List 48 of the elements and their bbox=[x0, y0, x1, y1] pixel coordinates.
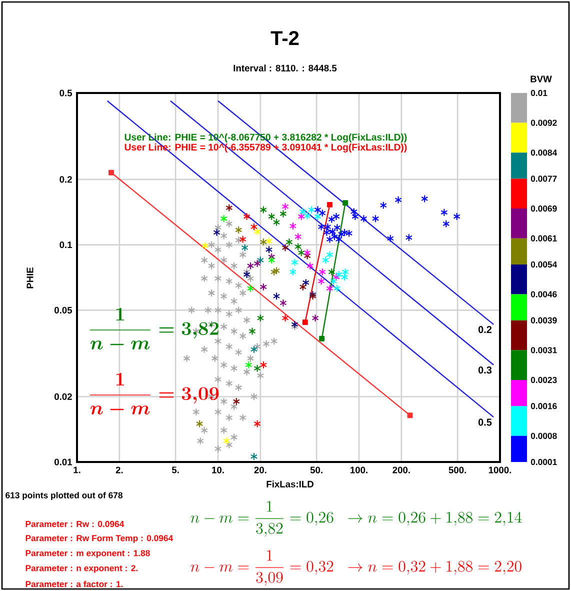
y-tick-label: 0.1 bbox=[60, 242, 72, 248]
text: $n-m=\frac{1}{3{,}82}=0{,}26\;\;\rightarrow n=0{,}26+1{,}88=2{,}14$ bbox=[190, 501, 522, 537]
y-tick-label: 0.02 bbox=[54, 393, 72, 400]
x-tick-label: 1. bbox=[74, 466, 80, 474]
x-axis-title: FixLas:ILD bbox=[266, 480, 314, 488]
color-bar-label: 0.0016 bbox=[530, 403, 557, 410]
text: Parameter : Rw Form Temp : 0.0964 bbox=[26, 535, 174, 543]
y-axis-title: PHIE bbox=[26, 267, 34, 288]
x-tick-label: 500. bbox=[448, 466, 466, 474]
color-bar-label: 0.0092 bbox=[530, 120, 557, 126]
x-tick-label: 5. bbox=[172, 466, 179, 474]
color-bar-label: 0.0069 bbox=[530, 205, 557, 212]
x-tick-label: 1000. bbox=[488, 466, 512, 474]
x-tick-label: 10. bbox=[212, 466, 224, 474]
text: Parameter : a factor : 1. bbox=[26, 580, 123, 588]
text: Parameter : n exponent : 2. bbox=[26, 565, 138, 573]
series-label: 0.2 bbox=[478, 326, 492, 334]
color-bar-label: 0.0054 bbox=[530, 261, 558, 268]
annotation: $\frac{1}{n-m}=3{,}09$ bbox=[90, 372, 219, 414]
color-bar-label: 0.0061 bbox=[530, 235, 557, 242]
series-label: 0.3 bbox=[478, 366, 492, 374]
x-tick-label: 20. bbox=[254, 466, 266, 474]
x-tick-label: 200. bbox=[392, 466, 410, 474]
x-tick-label: 100. bbox=[350, 466, 368, 474]
color-bar-label: 0.01 bbox=[530, 90, 548, 96]
y-tick-label: 0.5 bbox=[60, 90, 72, 96]
color-bar-label: 0.0077 bbox=[530, 176, 557, 182]
chart-title: T-2 bbox=[270, 31, 299, 45]
color-bar-label: 0.0084 bbox=[530, 150, 558, 156]
text: 613 points plotted out of 678 bbox=[6, 492, 122, 500]
color-bar-title: BVW bbox=[530, 76, 552, 82]
y-tick-label: 0.05 bbox=[54, 306, 72, 314]
text: Parameter : m exponent : 1.88 bbox=[26, 550, 150, 558]
y-tick-label: 0.2 bbox=[60, 176, 72, 183]
color-bar-label: 0.0023 bbox=[530, 376, 557, 384]
color-bar-label: 0.0046 bbox=[530, 291, 557, 298]
text: $n-m=\frac{1}{3{,}09}=0{,}32\;\;\rightarrow n=0{,}32+1{,}88=2{,}20$ bbox=[190, 550, 522, 586]
color-bar-label: 0.0001 bbox=[530, 458, 557, 466]
x-tick-label: 50. bbox=[310, 466, 322, 474]
color-bar-label: 0.0031 bbox=[530, 347, 557, 354]
chart-subtitle: Interval : 8110. : 8448.5 bbox=[234, 64, 337, 72]
color-bar-label: 0.0039 bbox=[530, 317, 557, 324]
color-bar-label: 0.0008 bbox=[530, 432, 557, 439]
y-tick-label: 0.01 bbox=[54, 458, 72, 466]
text: Parameter : Rw : 0.0964 bbox=[26, 520, 124, 528]
x-tick-label: 2. bbox=[116, 466, 123, 474]
annotation: $\frac{1}{n-m}=3{,}82$ bbox=[90, 308, 218, 350]
series-label: 0.5 bbox=[478, 418, 492, 426]
